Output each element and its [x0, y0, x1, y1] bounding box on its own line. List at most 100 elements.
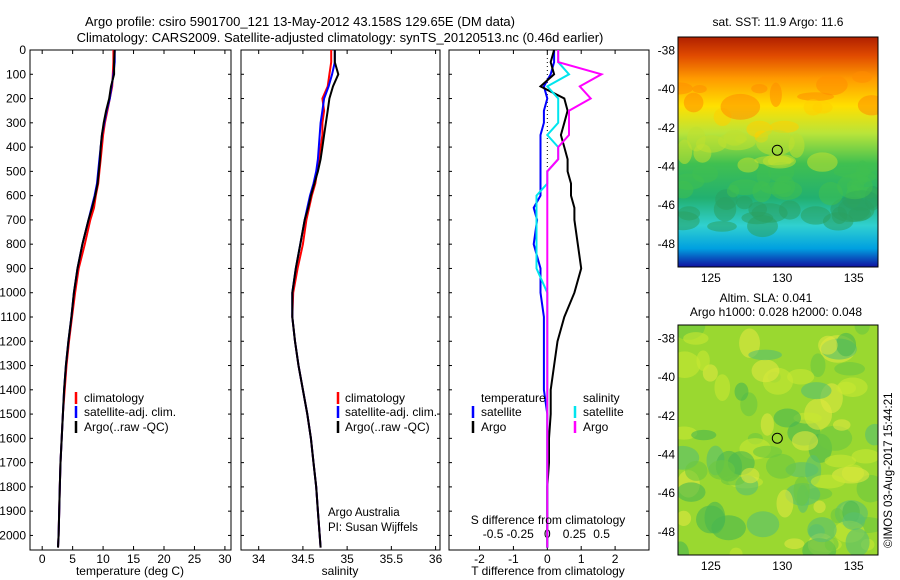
- figure-title-line1: Argo profile: csiro 5901700_121 13-May-2…: [85, 14, 515, 29]
- sla-texture-blob: [793, 412, 822, 424]
- x-tick-label: 34.5: [291, 552, 315, 566]
- temperature-legend: climatology satellite-adj. clim. Argo(..…: [74, 391, 176, 434]
- sst-texture-blob: [678, 211, 700, 231]
- y-tick-label: 1900: [0, 504, 26, 518]
- y-tick-label: 1500: [0, 407, 26, 421]
- sla-texture-blob: [787, 368, 815, 385]
- y-tick-label: 900: [6, 261, 26, 275]
- sst-texture-blob: [756, 164, 771, 187]
- sst-texture-blob: [683, 92, 704, 113]
- sst-texture-blob: [678, 180, 694, 199]
- sla-texture-blob: [833, 419, 851, 431]
- y-tick-label: 1100: [0, 310, 26, 324]
- sla-texture-blob: [801, 382, 832, 400]
- sla-texture-blob: [842, 512, 866, 531]
- series-line-t-argo: [538, 50, 583, 548]
- sla-texture-blob: [678, 541, 689, 555]
- y-tick-label: 0: [19, 43, 26, 57]
- map-y-tick-label: -42: [658, 121, 676, 135]
- sla-texture-blob: [739, 328, 761, 358]
- sla-texture-blob: [734, 382, 749, 401]
- map-y-tick-label: -44: [658, 447, 676, 461]
- sla-texture-blob: [865, 423, 878, 446]
- sst-texture-blob: [678, 82, 693, 95]
- x-tick-label: 30: [218, 552, 232, 566]
- sla-texture-blob: [810, 353, 826, 378]
- y-tick-label: 1400: [0, 383, 26, 397]
- legend-title-temperature: temperature: [481, 391, 546, 405]
- legend-label-climatology: climatology: [84, 391, 144, 405]
- sla-texture-blob: [784, 538, 805, 550]
- difference-legend: temperature salinity satellite Argo sate…: [471, 391, 624, 434]
- y-tick-label: 1300: [0, 359, 26, 373]
- sst-texture-blob: [686, 126, 706, 152]
- salinity-legend: climatology satellite-adj. clim. Argo(..…: [336, 391, 437, 434]
- map-y-tick-label: -46: [658, 486, 676, 500]
- legend-label-argo: Argo(..raw -QC): [84, 420, 169, 434]
- sla-texture-blob: [685, 460, 708, 481]
- sla-texture-blob: [793, 476, 810, 506]
- sst-texture-blob: [803, 99, 823, 116]
- sst-texture-blob: [797, 92, 835, 101]
- map-x-tick-label: 125: [701, 271, 721, 285]
- argo-location-marker: [771, 144, 783, 156]
- sst-texture-blob: [747, 215, 778, 238]
- map-y-tick-label: -40: [658, 82, 676, 96]
- y-tick-label: 1600: [0, 431, 26, 445]
- legend-label-argo: Argo(..raw -QC): [345, 420, 430, 434]
- map-y-tick-label: -42: [658, 409, 676, 423]
- legend-label-s-satellite: satellite: [583, 405, 624, 419]
- sla-texture-blob: [836, 332, 857, 357]
- sst-texture-blob: [769, 82, 782, 107]
- argo-australia-annotation: Argo Australia: [328, 507, 400, 519]
- x-tick-label: 25: [188, 552, 202, 566]
- sla-texture-blob: [854, 325, 870, 335]
- sla-texture-blob: [691, 429, 717, 441]
- sst-texture-blob: [822, 212, 854, 231]
- s-tick-label: 0.25: [563, 527, 587, 541]
- sla-texture-blob: [773, 408, 802, 428]
- series-line-s-argo: [546, 50, 605, 548]
- sla-heatmap: [678, 325, 878, 555]
- difference-xlabel-bottom: T difference from climatology: [471, 564, 625, 578]
- sla-texture-blob: [729, 547, 743, 555]
- map-x-tick-label: 135: [844, 559, 864, 573]
- sla-texture-blob: [834, 362, 865, 376]
- x-tick-label: 5: [69, 552, 76, 566]
- series-line-satellite-adj-clim: [57, 50, 116, 548]
- sla-texture-blob: [765, 453, 796, 479]
- map-y-tick-label: -48: [658, 525, 676, 539]
- sla-map-frame: [677, 324, 879, 556]
- sst-texture-blob: [816, 74, 848, 96]
- sla-map-title-line1: Altim. SLA: 0.041: [720, 291, 813, 305]
- sla-texture-blob: [851, 449, 878, 464]
- sst-texture-blob: [737, 157, 759, 173]
- series-line-satellite-adj-clim: [291, 50, 336, 548]
- x-tick-label: 35.5: [380, 552, 404, 566]
- map-y-tick-label: -38: [658, 44, 676, 58]
- sla-texture-blob: [741, 467, 760, 484]
- sst-map-title: sat. SST: 11.9 Argo: 11.6: [713, 15, 844, 29]
- sla-texture-blob: [708, 460, 736, 480]
- salinity-panel-frame: [240, 49, 441, 551]
- s-tick-label: 0.5: [593, 527, 610, 541]
- sst-texture-blob: [778, 200, 801, 220]
- y-tick-label: 2000: [0, 528, 26, 542]
- sla-texture-blob: [817, 425, 853, 451]
- sla-texture-blob: [720, 475, 746, 486]
- argo-location-marker: [771, 432, 783, 444]
- sla-texture-blob: [751, 359, 780, 383]
- x-tick-label: 10: [96, 552, 110, 566]
- sst-texture-blob: [736, 195, 753, 210]
- temperature-panel-frame: [29, 49, 232, 551]
- salinity-xlabel: salinity: [322, 564, 359, 578]
- s-tick-label: -0.5: [483, 527, 504, 541]
- legend-label-t-satellite: satellite: [481, 405, 522, 419]
- sst-texture-blob: [837, 173, 873, 200]
- pi-annotation: PI: Susan Wijffels: [328, 522, 418, 534]
- legend-title-salinity: salinity: [583, 391, 620, 405]
- y-tick-label: 100: [6, 67, 26, 81]
- legend-label-satellite: satellite-adj. clim.: [345, 405, 437, 419]
- y-tick-label: 800: [6, 237, 26, 251]
